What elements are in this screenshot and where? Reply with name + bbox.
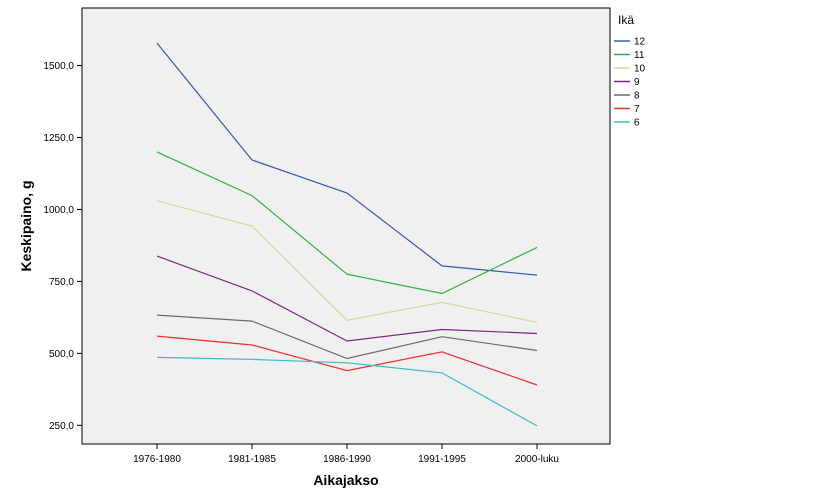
- legend-title: Ikä: [618, 13, 634, 27]
- plot-area: [81, 7, 611, 445]
- legend-label-9: 9: [634, 77, 640, 88]
- series-line-11: [156, 151, 538, 295]
- x-tick-label: 1981-1985: [228, 454, 276, 465]
- series-line-10: [156, 200, 538, 323]
- legend-label-12: 12: [634, 37, 646, 48]
- x-tick-label: 1986-1990: [323, 454, 371, 465]
- series-lines: [156, 42, 538, 427]
- series-line-6: [156, 356, 538, 427]
- y-tick-label: 1000,0: [43, 205, 74, 216]
- legend-label-8: 8: [634, 91, 640, 102]
- legend-label-11: 11: [634, 50, 645, 61]
- x-tick-label: 1991-1995: [418, 454, 466, 465]
- series-line-12: [156, 42, 538, 276]
- x-tick-label: 1976-1980: [133, 454, 181, 465]
- series-line-9: [156, 255, 538, 342]
- legend-label-6: 6: [634, 118, 640, 129]
- legend-label-10: 10: [634, 64, 646, 75]
- y-tick-label: 750,0: [49, 277, 74, 288]
- x-axis-title: Aikajakso: [313, 472, 378, 488]
- y-tick-label: 1500,0: [43, 61, 74, 72]
- x-axis: 1976-1980 1981-1985 1986-1990 1991-1995 2000…: [133, 444, 559, 465]
- y-tick-label: 250,0: [49, 421, 74, 432]
- x-tick-label: 2000-luku: [515, 454, 559, 465]
- legend-label-7: 7: [634, 104, 640, 115]
- series-line-7: [156, 335, 538, 386]
- legend: Ikä 12 11 10 9 8 7 6: [614, 13, 646, 129]
- y-tick-label: 1250,0: [43, 133, 74, 144]
- y-tick-label: 500,0: [49, 349, 74, 360]
- y-axis-title: Keskipaino, g: [18, 180, 34, 271]
- y-axis: 250,0 500,0 750,0 1000,0 1250,0 1500,0: [43, 61, 82, 432]
- series-line-8: [156, 314, 538, 360]
